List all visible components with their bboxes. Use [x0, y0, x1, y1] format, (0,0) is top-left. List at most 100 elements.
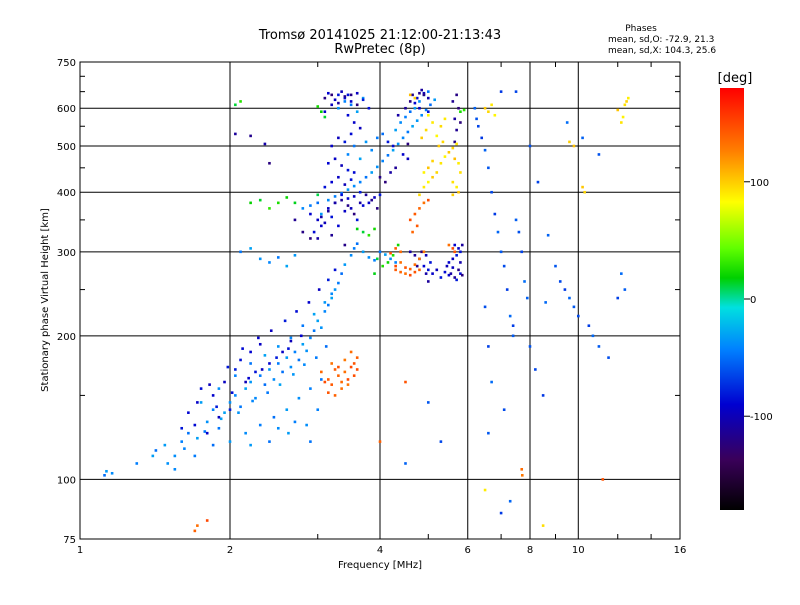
data-point	[327, 91, 330, 95]
data-point	[445, 264, 449, 268]
data-point	[361, 230, 365, 234]
data-point	[340, 191, 343, 195]
data-point	[263, 142, 267, 146]
data-point	[217, 387, 221, 390]
data-point	[453, 243, 457, 247]
colorbar-tick-label: -100	[750, 412, 773, 423]
data-point	[337, 374, 340, 377]
data-point	[367, 106, 371, 110]
data-point	[541, 524, 545, 527]
data-point	[443, 155, 447, 158]
data-point	[327, 209, 330, 213]
data-point	[343, 263, 347, 266]
data-point	[337, 106, 340, 110]
data-point	[451, 180, 455, 184]
data-point	[316, 193, 320, 197]
data-point	[196, 436, 199, 440]
data-point	[568, 140, 571, 144]
data-point	[373, 196, 376, 199]
data-point	[292, 373, 295, 376]
data-point	[211, 394, 215, 397]
x-axis-ticks: 1 2 4 6 8 10 16	[77, 62, 686, 556]
data-point	[459, 261, 462, 264]
data-point	[447, 273, 451, 277]
data-point	[346, 197, 350, 200]
data-point	[340, 198, 343, 202]
data-point	[373, 272, 376, 275]
data-point	[293, 350, 297, 354]
data-point	[289, 336, 293, 340]
data-point	[370, 148, 374, 152]
data-point	[272, 378, 276, 381]
data-point	[305, 349, 308, 353]
y-tick-label: 750	[57, 58, 76, 69]
data-point	[234, 374, 237, 377]
data-point	[309, 336, 312, 340]
data-point	[316, 408, 320, 412]
data-point	[211, 443, 215, 447]
data-point	[411, 124, 414, 128]
data-point	[447, 243, 451, 247]
data-point	[258, 374, 262, 377]
data-point	[420, 113, 423, 117]
data-point	[520, 467, 524, 471]
data-point	[330, 296, 334, 300]
data-point	[455, 185, 458, 189]
data-point	[435, 268, 439, 272]
data-point	[173, 467, 177, 471]
data-point	[426, 280, 430, 283]
data-point	[607, 356, 610, 359]
data-point	[415, 96, 419, 100]
data-point	[355, 227, 359, 231]
data-point	[413, 270, 417, 274]
data-point	[316, 201, 320, 205]
data-point	[327, 391, 330, 394]
data-point	[499, 511, 503, 515]
data-point	[337, 224, 340, 228]
data-point	[490, 190, 493, 194]
data-point	[349, 100, 353, 103]
data-point	[408, 267, 412, 271]
data-point	[499, 90, 503, 93]
x-tick-label: 4	[377, 545, 383, 556]
data-point	[502, 408, 506, 412]
data-point	[420, 250, 423, 254]
data-point	[312, 312, 316, 316]
data-point	[399, 121, 402, 124]
data-point	[330, 383, 334, 386]
data-point	[110, 471, 114, 475]
data-point	[441, 140, 445, 144]
data-point	[285, 356, 289, 359]
data-point	[381, 159, 384, 163]
data-point	[394, 128, 397, 132]
data-point	[455, 142, 458, 146]
data-point	[349, 365, 353, 369]
y-tick-label: 300	[57, 248, 76, 259]
data-point	[418, 257, 421, 261]
data-point	[525, 296, 529, 300]
data-point	[249, 362, 252, 365]
data-point	[151, 454, 155, 458]
data-point	[239, 405, 242, 409]
data-point	[241, 347, 244, 350]
data-point	[135, 462, 139, 465]
data-point	[352, 144, 356, 148]
data-point	[244, 387, 247, 390]
data-point	[597, 153, 601, 156]
data-point	[378, 250, 382, 254]
data-point	[281, 370, 284, 374]
data-point	[343, 96, 347, 100]
data-point	[234, 103, 237, 107]
data-point	[415, 119, 419, 122]
data-point	[431, 159, 434, 163]
data-point	[330, 180, 334, 184]
data-point	[309, 212, 312, 216]
data-point	[180, 426, 184, 430]
data-point	[355, 356, 359, 359]
data-point	[285, 408, 289, 412]
data-point	[453, 276, 457, 279]
data-point	[327, 278, 330, 282]
data-point	[384, 180, 387, 184]
data-point	[276, 201, 280, 205]
data-point	[391, 144, 395, 148]
